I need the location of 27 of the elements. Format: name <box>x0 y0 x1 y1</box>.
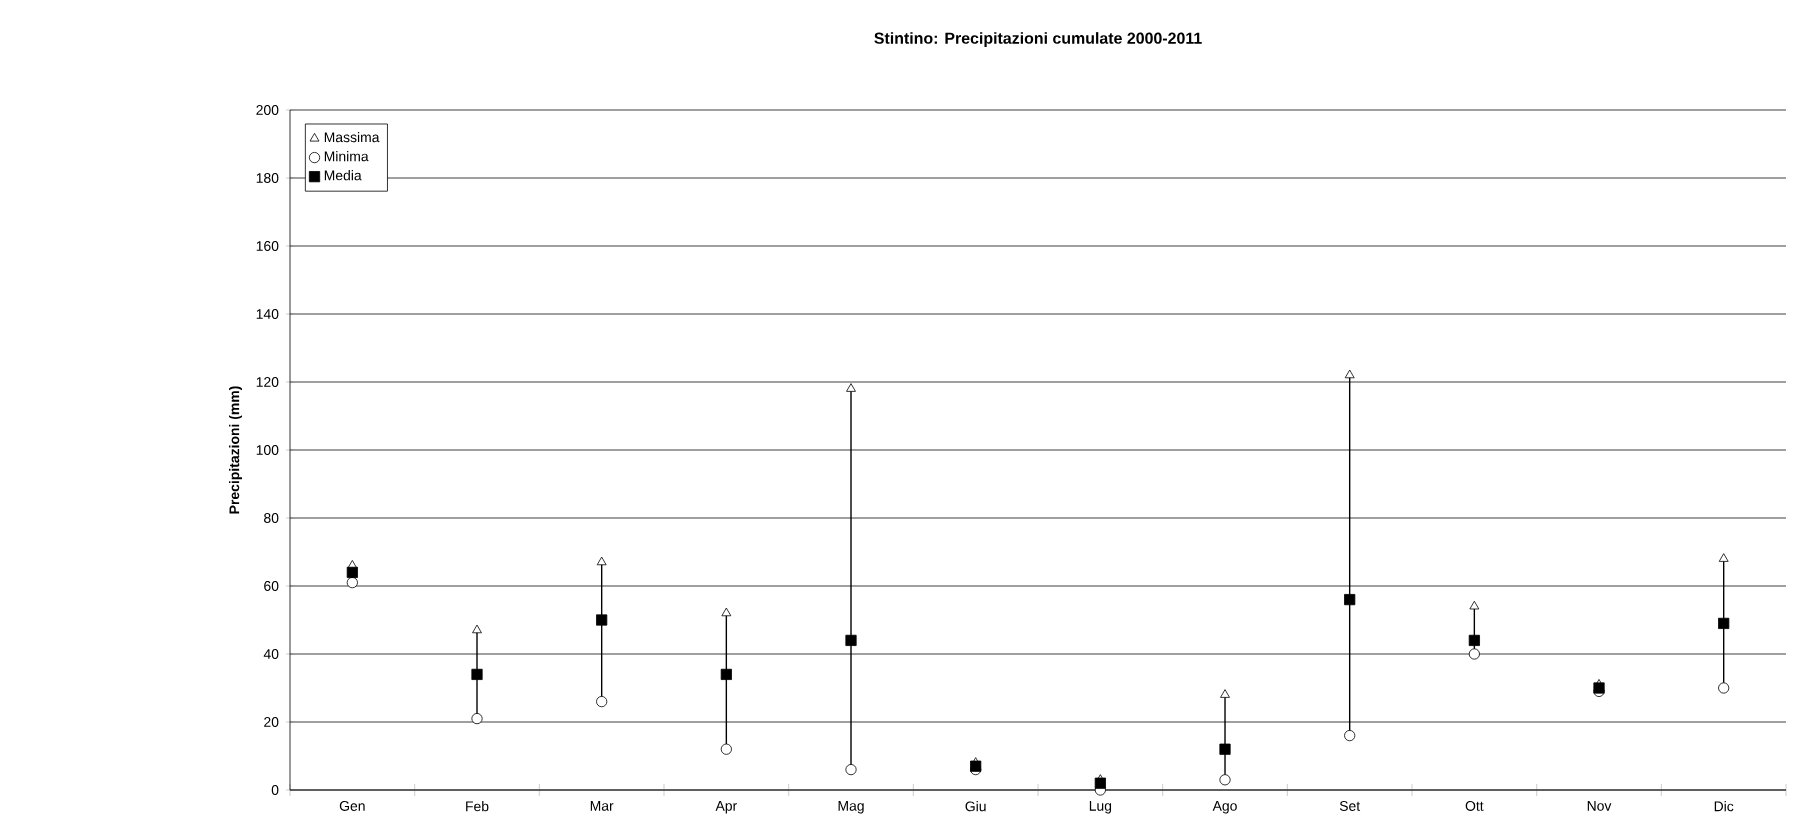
point <box>471 668 483 680</box>
point <box>1718 682 1730 694</box>
point <box>596 614 608 626</box>
point <box>1344 594 1356 606</box>
point <box>471 713 483 725</box>
point <box>846 383 856 392</box>
point <box>1469 600 1480 610</box>
point <box>1219 774 1231 786</box>
point <box>720 743 732 755</box>
point <box>1468 634 1480 646</box>
point <box>1718 617 1730 629</box>
point <box>1344 730 1356 742</box>
point <box>845 634 857 646</box>
point <box>720 668 732 680</box>
point <box>1220 689 1230 698</box>
point <box>1094 777 1106 789</box>
point <box>1344 369 1355 379</box>
point <box>596 556 607 566</box>
point <box>596 696 608 708</box>
point <box>721 607 732 617</box>
point <box>346 577 358 589</box>
point <box>472 624 482 634</box>
point <box>346 566 358 578</box>
point <box>1468 648 1480 660</box>
point <box>845 764 857 776</box>
point <box>1219 743 1231 755</box>
point <box>1718 553 1729 562</box>
